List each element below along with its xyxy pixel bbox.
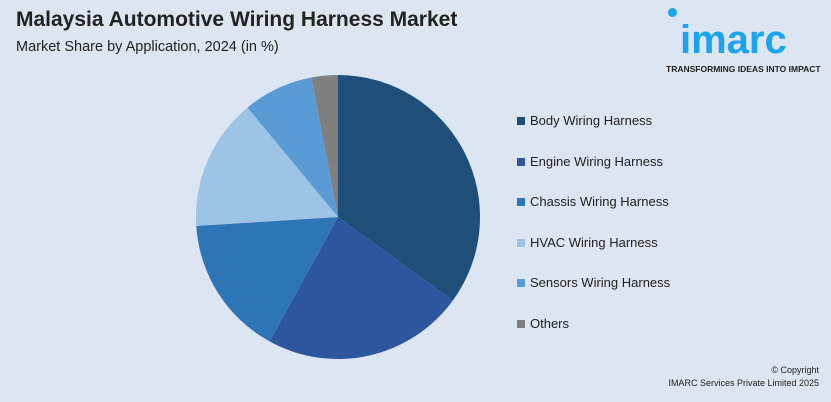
copyright-company: IMARC Services Private Limited 2025 — [668, 378, 819, 388]
pie-slice-chassis-wiring-harness — [196, 217, 338, 342]
logo-tagline: TRANSFORMING IDEAS INTO IMPACT — [666, 64, 821, 74]
pie-slice-sensors-wiring-harness — [247, 77, 338, 217]
legend-label: Body Wiring Harness — [530, 113, 653, 128]
legend-swatch — [517, 238, 525, 247]
legend-item: Sensors Wiring Harness — [517, 275, 670, 316]
legend-swatch — [517, 157, 525, 166]
chart-subtitle: Market Share by Application, 2024 (in %) — [16, 39, 279, 55]
legend-label: Sensors Wiring Harness — [530, 275, 671, 290]
legend-label: HVAC Wiring Harness — [530, 234, 658, 250]
legend-item: Body Wiring Harness — [517, 113, 670, 154]
legend-swatch — [517, 117, 525, 125]
legend-item: Engine Wiring Harness — [517, 154, 670, 195]
chart-title: Malaysia Automotive Wiring Harness Marke… — [16, 8, 458, 31]
pie-slice-body-wiring-harness — [338, 75, 480, 301]
legend-label: Chassis Wiring Harness — [530, 194, 669, 209]
legend-label: Others — [530, 315, 570, 331]
legend: Body Wiring Harness Engine Wiring Harness… — [517, 113, 670, 356]
pie-slice-hvac-wiring-harness — [196, 107, 338, 226]
legend-swatch — [517, 198, 525, 206]
logo-dot — [668, 8, 677, 17]
legend-item: Others — [517, 316, 670, 357]
legend-label: Engine Wiring Harness — [530, 153, 663, 169]
pie-slice-others — [311, 75, 338, 217]
copyright: © Copyright IMARC Services Private Limit… — [668, 364, 819, 390]
pie-slice-engine-wiring-harness — [269, 217, 453, 359]
imarc-logo: imarc TRANSFORMING IDEAS INTO IMPACT — [662, 4, 824, 78]
legend-swatch — [517, 279, 525, 287]
copyright-label: © Copyright — [771, 365, 819, 375]
legend-item: Chassis Wiring Harness — [517, 194, 670, 235]
legend-item: HVAC Wiring Harness — [517, 235, 670, 276]
legend-swatch — [517, 319, 525, 328]
logo-text: imarc — [680, 18, 787, 62]
